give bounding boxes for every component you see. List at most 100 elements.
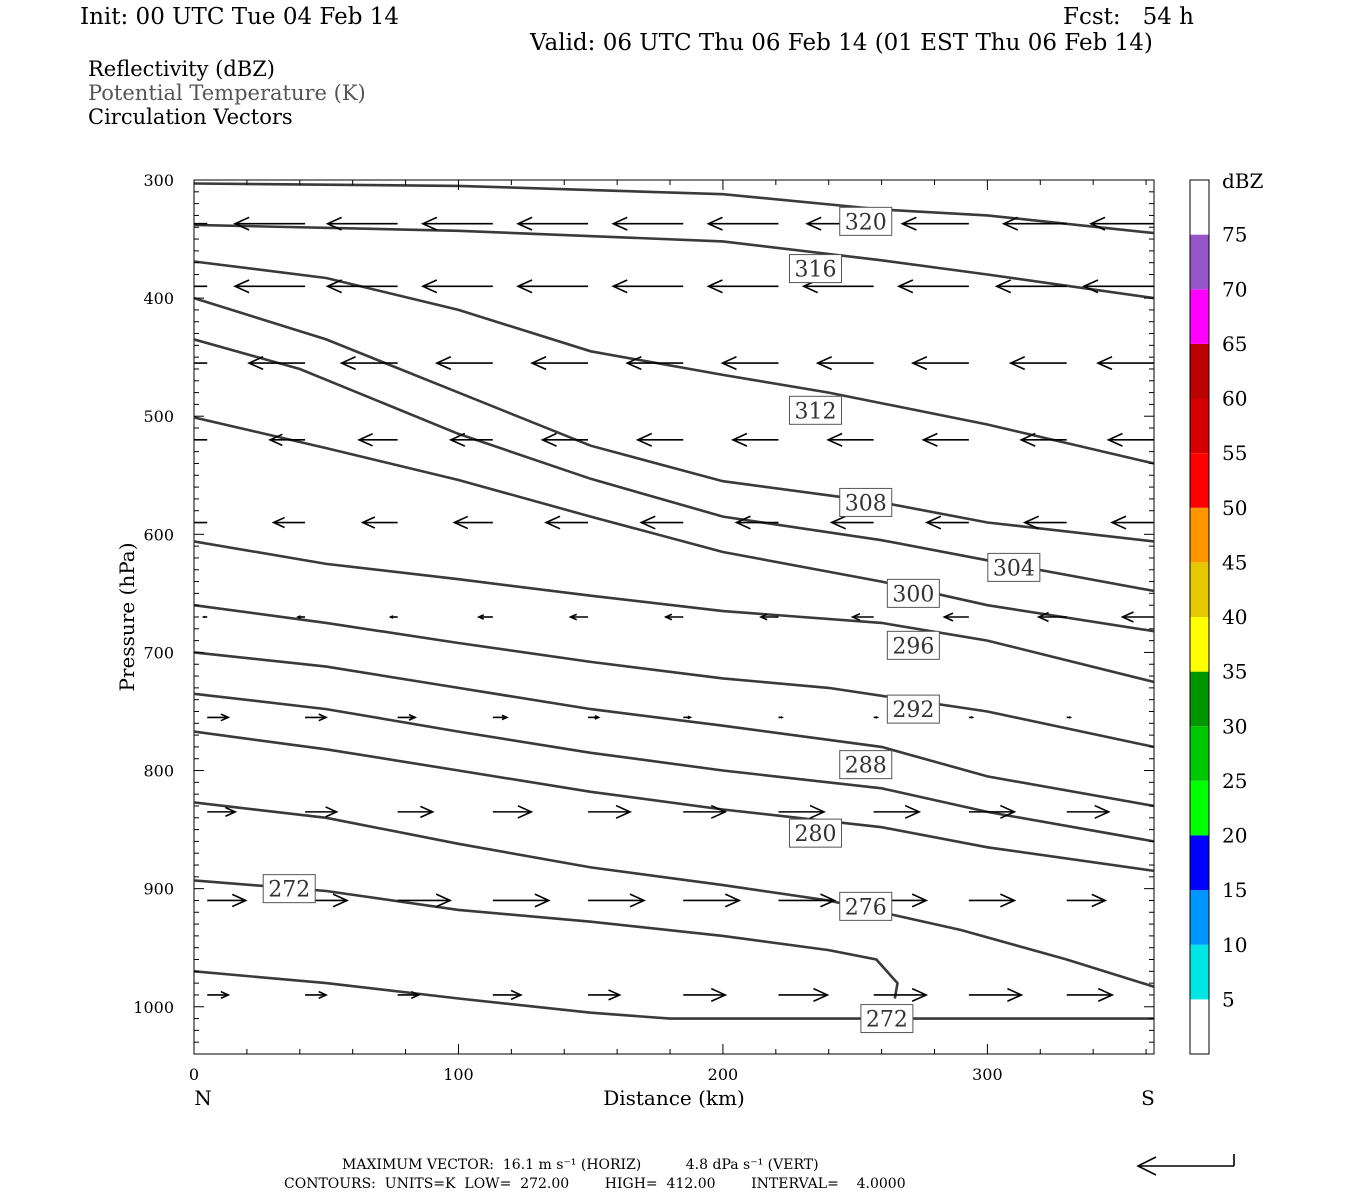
circulation-vector	[706, 216, 779, 231]
y-tick-label: 900	[143, 880, 174, 899]
circulation-vector	[492, 714, 509, 721]
vector-head	[1007, 987, 1024, 1002]
circulation-vector	[1001, 216, 1067, 231]
circulation-vector	[1120, 611, 1154, 623]
colorbar-tick-label: 30	[1222, 714, 1247, 738]
vector-head	[318, 990, 329, 999]
vector-head	[663, 613, 673, 621]
circulation-vector	[1106, 432, 1154, 447]
circulation-vector	[625, 356, 684, 371]
contour-label: 292	[886, 694, 940, 724]
circulation-vector	[900, 216, 969, 231]
vector-head	[151, 357, 165, 370]
circulation-vector	[305, 713, 329, 722]
contour-label: 272	[860, 1004, 914, 1034]
vector-head	[1036, 611, 1049, 623]
vector-head	[625, 356, 642, 371]
circulation-vector	[639, 515, 684, 530]
colorbar-tick-label: 10	[1222, 933, 1247, 957]
colorbar-segment	[1190, 944, 1209, 1000]
vector-head	[759, 613, 768, 621]
vector-head	[829, 515, 846, 530]
vector-head	[325, 216, 342, 231]
colorbar-frame	[1189, 179, 1210, 1055]
circulation-vector	[588, 804, 632, 819]
circulation-vector	[207, 713, 231, 722]
vector-head	[706, 216, 723, 231]
vector-head	[534, 893, 551, 908]
colorbar-segment	[1190, 999, 1209, 1054]
circulation-vector	[778, 804, 826, 819]
vector-head	[233, 279, 250, 294]
vector-head	[247, 356, 264, 371]
vector-head	[420, 279, 438, 294]
contour-label: 304	[987, 552, 1041, 582]
vector-head	[435, 893, 453, 908]
circulation-vector	[778, 716, 784, 719]
vector-head	[1120, 611, 1134, 623]
colorbar-tick-label: 70	[1222, 277, 1247, 301]
colorbar-segment	[1190, 289, 1209, 344]
theta-contour-276-11	[194, 801, 1154, 988]
circulation-vector	[492, 989, 523, 1001]
y-tick-label: 1000	[133, 998, 174, 1017]
vector-head	[910, 356, 928, 371]
colorbar-segment	[1190, 562, 1209, 617]
vector-head	[809, 804, 826, 819]
theta-contour-280-10	[194, 730, 1154, 873]
circulation-vector	[1154, 806, 1193, 818]
x-end-label: S	[1141, 1086, 1155, 1110]
colorbar-segment	[1190, 726, 1209, 781]
vector-head	[813, 987, 830, 1002]
circulation-vector	[357, 433, 398, 447]
circulation-vector	[1066, 716, 1073, 719]
vector-head	[540, 432, 557, 447]
contour-label: 276	[839, 891, 893, 921]
vector-head	[1000, 893, 1017, 908]
vector-head	[611, 216, 628, 231]
vector-head	[904, 804, 922, 819]
reference-vector-head	[1136, 1156, 1157, 1176]
theta-contour-272-13	[194, 970, 1154, 1020]
circulation-vector	[452, 515, 493, 530]
circulation-vector	[815, 356, 874, 371]
colorbar-tick-label: 55	[1222, 441, 1247, 465]
vector-head	[1082, 279, 1099, 294]
colorbar-segment	[1190, 453, 1209, 508]
vector-head	[826, 432, 843, 447]
circulation-vector	[829, 515, 874, 530]
circulation-vector	[544, 515, 589, 530]
circulation-vector	[588, 989, 622, 1001]
circulation-vector	[720, 356, 779, 371]
colorbar-tick-label: 20	[1222, 824, 1247, 848]
vector-head	[1089, 216, 1106, 231]
colorbar-tick-label: 15	[1222, 878, 1247, 902]
circulation-vector	[1154, 895, 1189, 906]
vector-head	[710, 804, 728, 819]
vector-head	[608, 989, 622, 1001]
contour-label-text: 280	[794, 822, 836, 847]
vector-head	[530, 356, 547, 371]
contour-label-box	[886, 630, 940, 660]
theta-contour-288-8	[194, 651, 1154, 808]
vector-head	[639, 515, 656, 530]
contour-label: 280	[788, 818, 842, 848]
circulation-vector	[588, 893, 646, 908]
contour-label-text: 320	[845, 210, 887, 235]
x-tick-label: 0	[189, 1065, 199, 1084]
vector-head	[516, 279, 533, 294]
circulation-vector	[397, 990, 421, 999]
colorbar-tick-label: 35	[1222, 660, 1247, 684]
circulation-vector	[942, 612, 969, 622]
circulation-vector	[611, 216, 684, 231]
vector-head	[268, 433, 283, 447]
contour-label-box	[788, 818, 842, 848]
contour-label-text: 308	[845, 491, 887, 516]
colorbar-tick-label: 60	[1222, 387, 1247, 411]
circulation-vector	[910, 356, 969, 371]
vector-head	[452, 515, 469, 530]
circulation-vector	[1110, 515, 1154, 530]
circulation-vector	[683, 804, 728, 819]
colorbar-tick-label: 75	[1222, 223, 1247, 247]
